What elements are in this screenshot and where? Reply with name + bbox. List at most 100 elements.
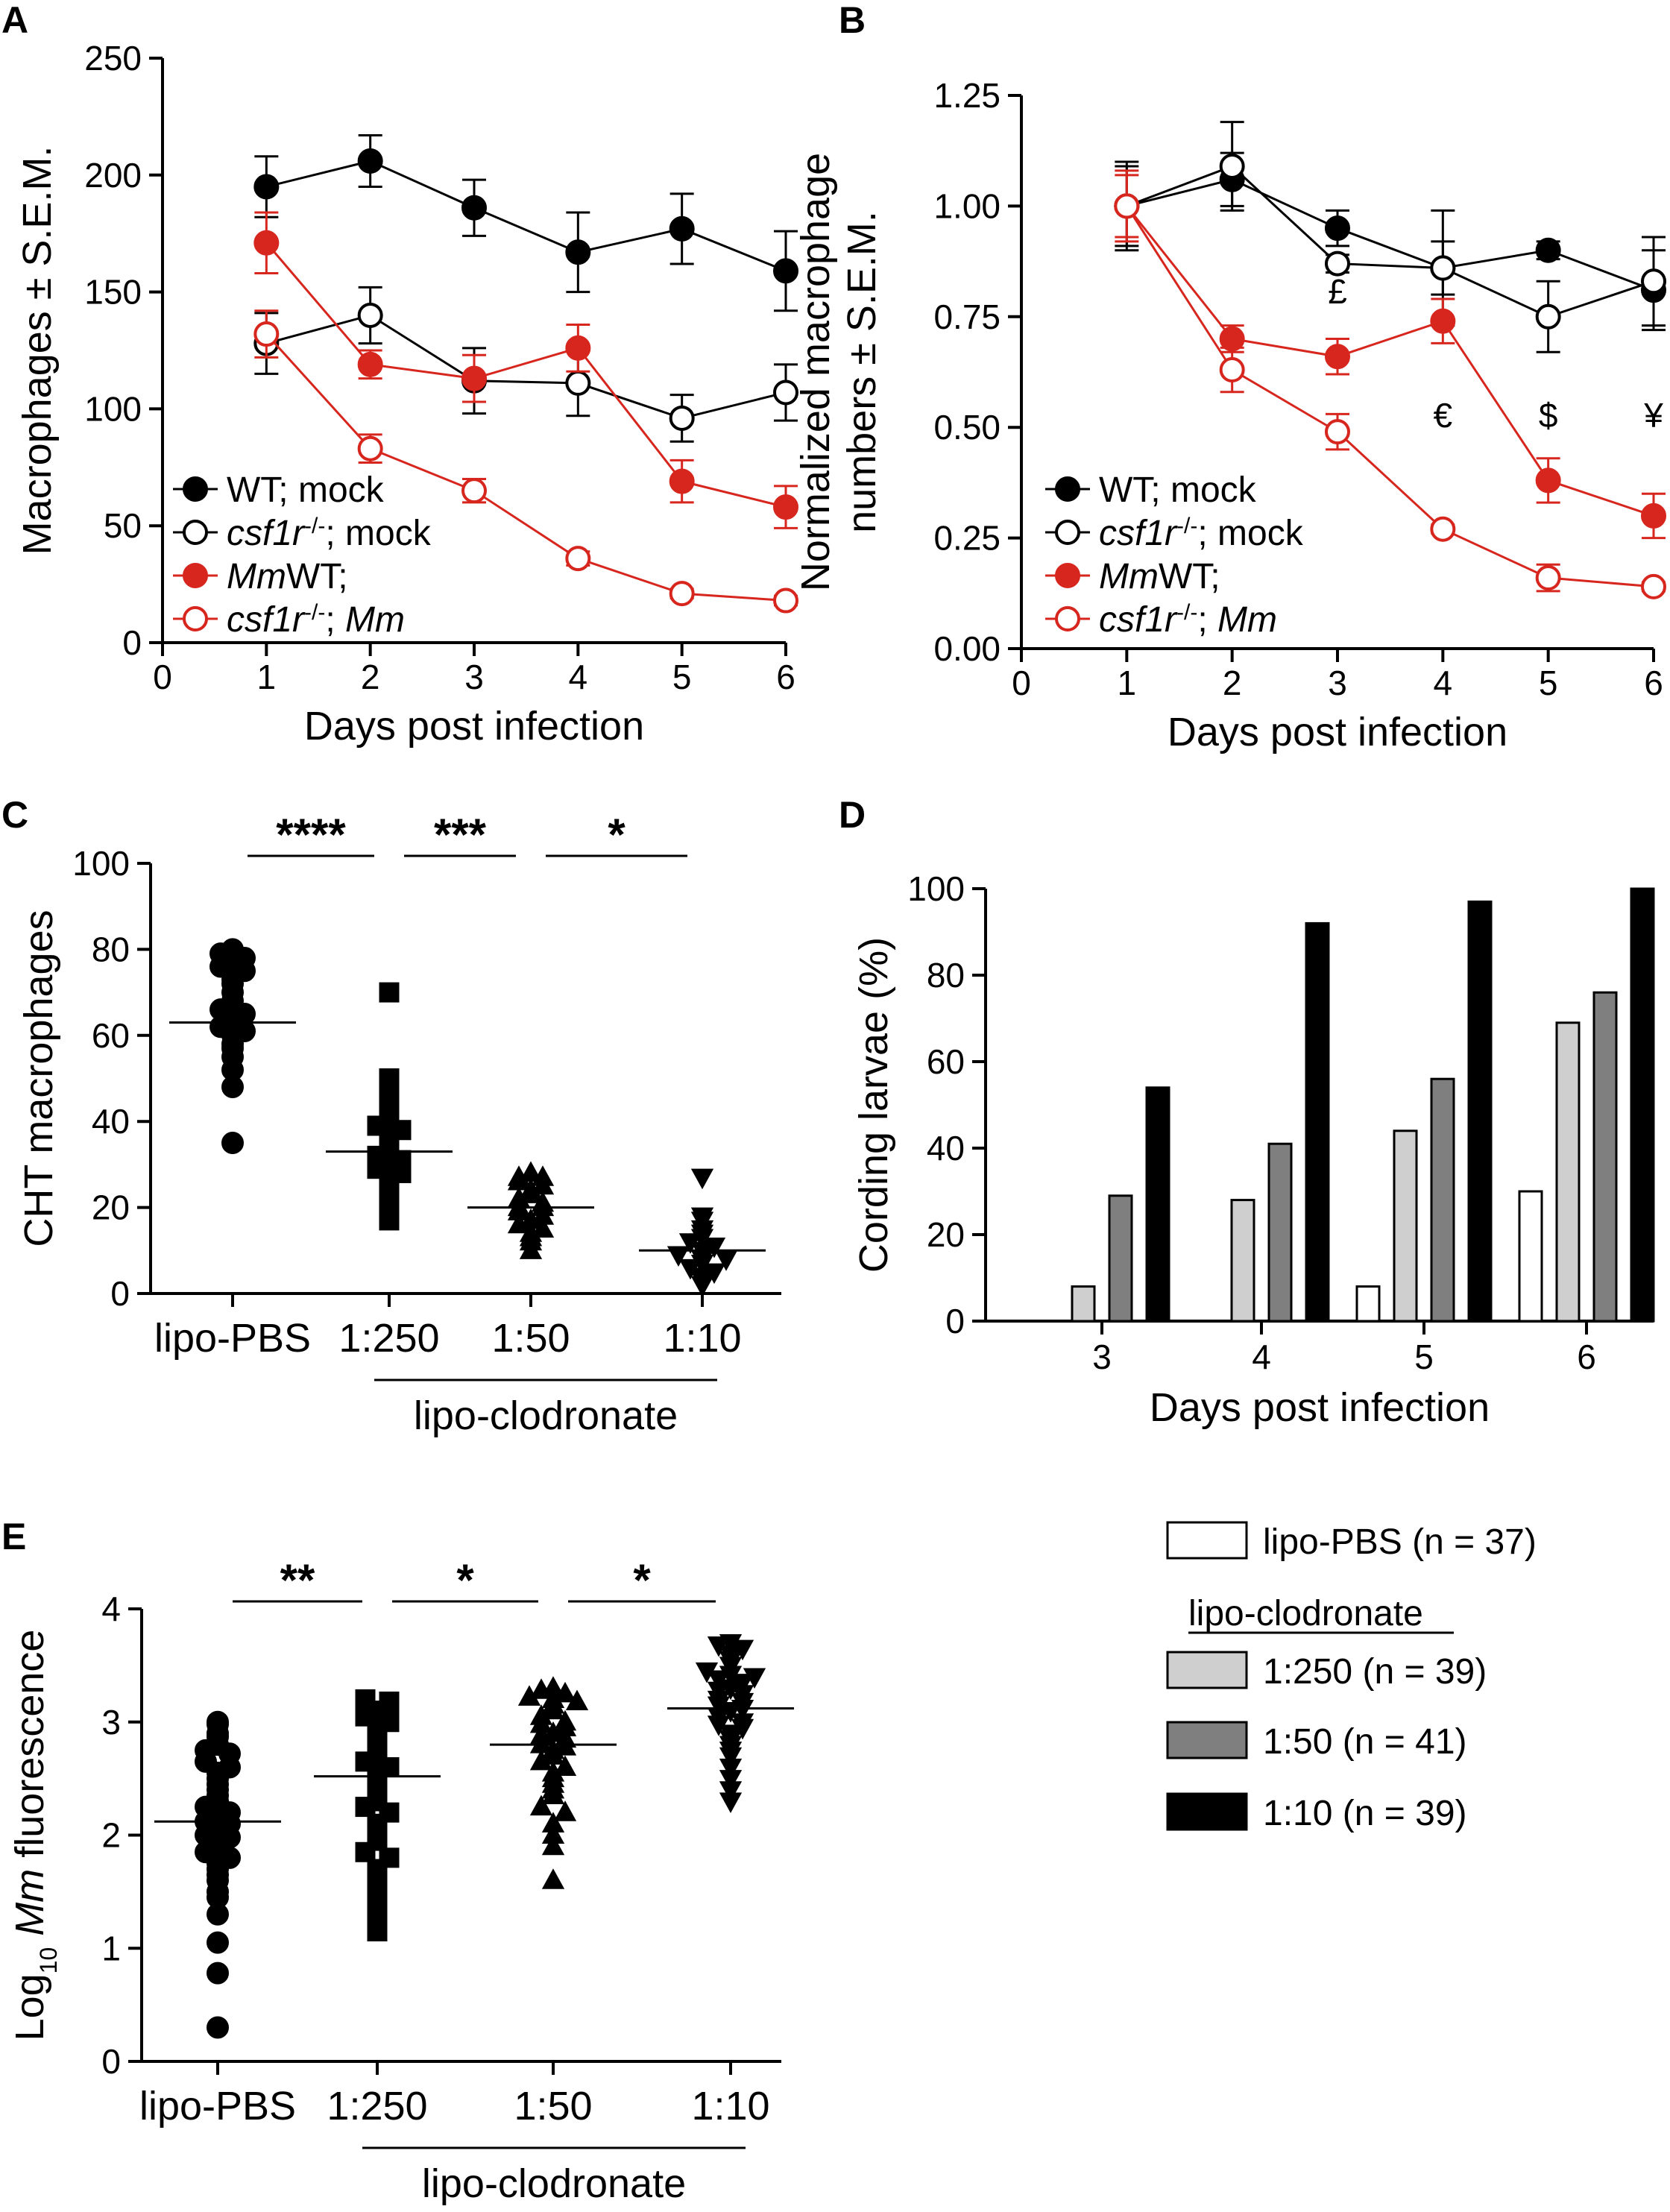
legend-label-part: WT; <box>1159 557 1220 596</box>
significance-label: * <box>456 1555 474 1605</box>
bar <box>1430 1077 1455 1323</box>
legend-label-part: WT; mock <box>227 470 385 510</box>
y-axis-label: Normalized macrophage <box>793 153 838 591</box>
x-tick-label: 6 <box>1577 1337 1596 1376</box>
data-point <box>731 1639 754 1661</box>
legend-label: csf1r-/-; Mm <box>227 600 405 640</box>
significance-label: ** <box>280 1555 315 1605</box>
data-point <box>253 230 280 256</box>
bar <box>1518 1190 1543 1323</box>
x-tick-label: 6 <box>776 658 795 696</box>
bar <box>1305 921 1330 1323</box>
x-tick-label: 4 <box>569 658 588 696</box>
y-tick-label: 1.25 <box>933 76 1001 115</box>
significance-label: * <box>608 810 626 860</box>
y-tick-label: 60 <box>92 1016 130 1055</box>
x-axis-label: Days post infection <box>304 704 644 749</box>
legend-label-part: Mm <box>1099 557 1159 596</box>
group-label: lipo-clodronate <box>414 1393 678 1438</box>
legend-label: 1:250 (n = 39) <box>1263 1652 1487 1692</box>
legend-label-part: ; mock <box>1197 514 1303 553</box>
x-tick-label: 4 <box>1434 664 1453 702</box>
y-tick-label: 60 <box>927 1042 965 1081</box>
legend-label-part: WT; mock <box>1099 470 1257 510</box>
data-point <box>221 1132 244 1155</box>
y-tick-label: 0 <box>110 1274 130 1313</box>
group-points <box>326 982 453 1231</box>
x-tick-label: 5 <box>1414 1337 1434 1376</box>
bar <box>1592 991 1618 1323</box>
series <box>253 286 798 443</box>
data-point <box>541 1834 565 1856</box>
panel-label: D <box>839 794 866 836</box>
y-tick-label: 0.75 <box>933 297 1001 336</box>
legend-label: lipo-PBS (n = 37) <box>1263 1522 1537 1562</box>
legend-marker <box>1055 606 1080 631</box>
data-point <box>773 258 798 284</box>
panel-D: D 0 20 40 60 80 100 3 4 5 6 Days post infection Cord… <box>839 794 1655 1430</box>
legend-heading: lipo-clodronate <box>1188 1594 1423 1633</box>
series-line <box>1126 205 1654 588</box>
y-tick-label: 0.25 <box>933 519 1001 558</box>
bar <box>1393 1129 1418 1323</box>
data-point <box>541 1812 565 1833</box>
legend-label-part: csf1r <box>227 514 306 553</box>
data-point <box>461 195 487 221</box>
legend-label-part: -/- <box>304 514 325 538</box>
data-point <box>565 335 591 361</box>
legend-label-part: -/- <box>1176 600 1197 625</box>
data-point <box>1114 193 1140 219</box>
data-point <box>541 1823 565 1844</box>
significance-label: **** <box>276 810 346 860</box>
x-tick-label: 1 <box>257 658 277 696</box>
data-point <box>1325 419 1350 445</box>
legend-label-part: ; mock <box>325 514 431 553</box>
y-tick-label: 0 <box>945 1302 965 1340</box>
y-tick-label: 3 <box>101 1703 121 1742</box>
group-points <box>490 1676 617 1889</box>
data-point <box>702 1237 726 1258</box>
data-point <box>773 587 798 614</box>
series-line <box>1126 165 1654 318</box>
group-points <box>314 1689 441 1941</box>
x-tick-label: 6 <box>1644 664 1663 702</box>
y-tick-label: 200 <box>84 156 142 195</box>
data-point <box>1641 502 1666 529</box>
legend-label-part: ; <box>325 600 345 640</box>
bar <box>1630 887 1655 1323</box>
data-point <box>529 1795 553 1816</box>
legend-marker <box>183 606 208 631</box>
y-tick-label: 0 <box>122 623 142 662</box>
x-tick-label: 1:10 <box>691 2084 769 2129</box>
data-point <box>1219 153 1245 179</box>
data-point <box>719 1724 743 1745</box>
y-tick-label: 20 <box>92 1188 130 1227</box>
legend-swatch <box>1166 1792 1248 1831</box>
group-points <box>169 938 296 1155</box>
data-point <box>379 1068 400 1088</box>
data-point <box>379 1691 400 1712</box>
data-point <box>678 1233 702 1254</box>
group-label: lipo-clodronate <box>422 2161 686 2206</box>
legend-label: 1:10 (n = 39) <box>1263 1794 1467 1833</box>
data-point <box>207 1710 229 1733</box>
y-axis-label: Macrophages ± S.E.M. <box>15 146 60 555</box>
x-tick-label: 1 <box>1118 664 1137 702</box>
y-tick-label: 50 <box>104 506 142 545</box>
data-point <box>669 405 695 431</box>
legend-label: WT; mock <box>1099 470 1257 510</box>
data-point <box>379 1847 400 1868</box>
legend-label: csf1r-/-; Mm <box>1099 600 1277 640</box>
x-tick-label: 3 <box>464 658 484 696</box>
series-line <box>265 333 787 602</box>
y-tick-label: 80 <box>927 956 965 995</box>
y-axis-label: Cording larvae (%) <box>851 937 896 1273</box>
series-line <box>1126 205 1654 517</box>
data-point <box>678 1258 702 1280</box>
data-point <box>1430 516 1456 542</box>
group-points <box>639 1168 766 1297</box>
y-tick-label: 100 <box>907 869 965 908</box>
data-point <box>357 302 383 328</box>
bar <box>1267 1142 1293 1323</box>
